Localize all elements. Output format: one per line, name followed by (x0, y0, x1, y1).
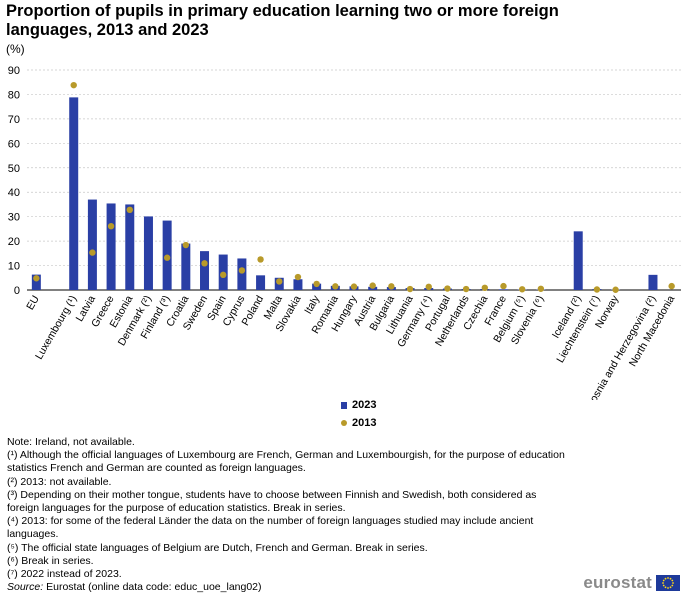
bar-2023 (181, 243, 191, 290)
bar-2023 (256, 275, 266, 290)
dot-2013 (462, 285, 470, 293)
dot-2013 (350, 283, 358, 290)
y-tick-label: 50 (8, 163, 20, 175)
eurostat-logo: eurostat (583, 573, 680, 593)
dot-2013 (126, 206, 133, 214)
legend-label-2013: 2013 (352, 417, 377, 429)
dot-2013 (70, 81, 77, 89)
y-tick-label: 0 (14, 285, 20, 297)
dot-2013 (238, 267, 246, 274)
dot-2013 (406, 285, 414, 293)
x-tick-label: EU (24, 294, 42, 313)
dot-2013 (294, 273, 302, 281)
legend-item-2013: 2013 (341, 417, 376, 429)
dot-2013 (220, 271, 227, 279)
y-tick-label: 60 (8, 138, 20, 150)
source-text: Eurostat (online data code: educ_uoe_lan… (43, 581, 262, 594)
dot-2013 (182, 241, 190, 249)
chart-title: Proportion of pupils in primary educatio… (6, 2, 559, 39)
note-4: (⁴) 2013: for some of the federal Länder… (7, 515, 534, 541)
dot-2013 (163, 254, 171, 261)
y-tick-label: 10 (8, 261, 20, 273)
dot-2013 (444, 285, 451, 292)
dot-2013 (425, 283, 432, 291)
bar-2023 (498, 289, 508, 290)
dot-2013 (500, 282, 507, 290)
note-1: (¹) Although the official languages of L… (7, 449, 565, 475)
dot-2013 (668, 282, 675, 290)
bar-2023 (31, 274, 41, 290)
dot-2013 (481, 284, 488, 291)
y-tick-label: 30 (8, 212, 20, 224)
dot-2013 (107, 223, 115, 230)
dot-2013 (612, 286, 619, 293)
dot-2013 (518, 286, 526, 293)
note-3: (³) Depending on their mother tongue, st… (7, 488, 537, 515)
bar-2023 (106, 203, 116, 290)
y-tick-label: 90 (8, 65, 20, 77)
y-tick-labels: 0 10 20 30 40 50 60 70 80 90 (8, 65, 20, 297)
bar-2023 (69, 97, 79, 290)
legend-label-2023: 2023 (352, 399, 377, 411)
legend-swatch-2023 (341, 401, 347, 409)
dot-2013 (369, 282, 376, 289)
note-7: (⁷) 2022 instead of 2023. (7, 568, 122, 581)
gridlines (27, 69, 681, 291)
note-ireland: Note: Ireland, not available. (7, 436, 135, 448)
note-5: (⁵) The official state languages of Belg… (7, 541, 428, 554)
y-tick-label: 40 (8, 187, 20, 199)
bar-2023 (200, 251, 210, 290)
y-tick-label: 70 (8, 114, 20, 126)
y-tick-label: 80 (8, 89, 20, 101)
dot-2013 (33, 275, 40, 282)
bar-2023 (237, 258, 247, 290)
logo-text: eurostat (583, 573, 652, 592)
dot-2013 (201, 260, 208, 267)
x-tick-label: Luxembourg (¹) (33, 294, 79, 362)
bar-2023 (648, 274, 658, 290)
bar-2023 (125, 204, 135, 290)
legend-item-2023: 2023 (341, 399, 376, 411)
dot-2013 (257, 256, 264, 263)
dot-2013 (276, 278, 283, 285)
bar-2023 (87, 199, 97, 290)
footnotes: Note: Ireland, not available. (¹) Althou… (7, 436, 567, 594)
source-line: Source: Eurostat (online data code: educ… (7, 581, 567, 594)
dot-2013 (313, 280, 320, 288)
dot-2013 (593, 286, 601, 293)
dots-2013 (33, 81, 675, 293)
bar-2023 (573, 231, 583, 290)
dot-2013 (388, 283, 395, 290)
bar-2023 (293, 279, 303, 290)
eu-flag-icon (656, 575, 680, 591)
dot-2013 (332, 283, 339, 290)
bar-2023 (143, 216, 153, 290)
source-label: Source: (7, 581, 44, 594)
note-6: (⁶) Break in series. (7, 554, 94, 567)
dot-2013 (537, 285, 545, 292)
dot-2013 (89, 249, 96, 256)
note-2: (²) 2013: not available. (7, 475, 112, 488)
y-tick-label: 20 (8, 236, 20, 248)
legend-swatch-2013 (341, 420, 347, 426)
y-axis-unit: (%) (6, 42, 25, 56)
bars-2023 (31, 97, 658, 290)
